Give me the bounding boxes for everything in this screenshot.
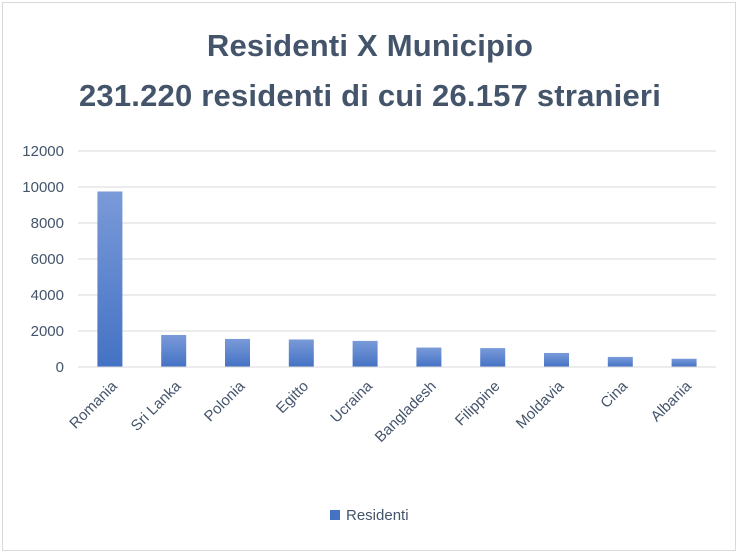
y-tick-label: 10000 xyxy=(22,179,64,196)
bar-sri-lanka xyxy=(161,334,187,367)
bar-egitto xyxy=(288,339,314,367)
y-tick-label: 2000 xyxy=(31,323,64,340)
x-tick-label: Bangladesh xyxy=(372,378,440,446)
y-axis-ticks: 0 2000 4000 6000 8000 10000 12000 xyxy=(22,143,64,376)
bar-moldavia xyxy=(544,352,569,367)
chart-subtitle: 231.220 residenti di cui 26.157 stranier… xyxy=(78,78,662,113)
x-tick-label: Egitto xyxy=(273,378,312,417)
bar-romania xyxy=(97,191,123,367)
bar-cina xyxy=(607,356,633,367)
x-tick-label: Cina xyxy=(597,377,631,411)
y-tick-label: 8000 xyxy=(31,215,64,232)
x-tick-label: Ucraina xyxy=(327,377,376,426)
x-tick-label: Moldavia xyxy=(513,377,568,432)
bar-polonia xyxy=(225,338,250,367)
x-tick-label: Filippine xyxy=(452,378,504,430)
bars xyxy=(97,191,697,367)
gridlines xyxy=(78,150,716,332)
bar-bangladesh xyxy=(416,347,442,367)
y-tick-label: 12000 xyxy=(22,143,64,160)
y-tick-label: 0 xyxy=(56,359,64,376)
y-tick-label: 6000 xyxy=(31,251,64,268)
legend-label-residenti: Residenti xyxy=(346,506,409,524)
bar-albania xyxy=(671,358,697,367)
x-axis-labels: Romania Sri Lanka Polonia Egitto UcrainaBang… xyxy=(66,377,695,446)
x-tick-label: Sri Lanka xyxy=(128,377,185,434)
y-tick-label: 4000 xyxy=(31,287,64,304)
legend: Residenti xyxy=(330,505,409,525)
bar-ucraina xyxy=(352,340,378,367)
x-tick-label: Polonia xyxy=(201,377,249,425)
legend-swatch-residenti xyxy=(330,510,340,520)
bar-filippine xyxy=(480,348,506,367)
x-tick-label: Albania xyxy=(648,377,696,425)
x-tick-label: Romania xyxy=(66,377,121,432)
chart-title: Residenti X Municipio xyxy=(206,28,534,63)
